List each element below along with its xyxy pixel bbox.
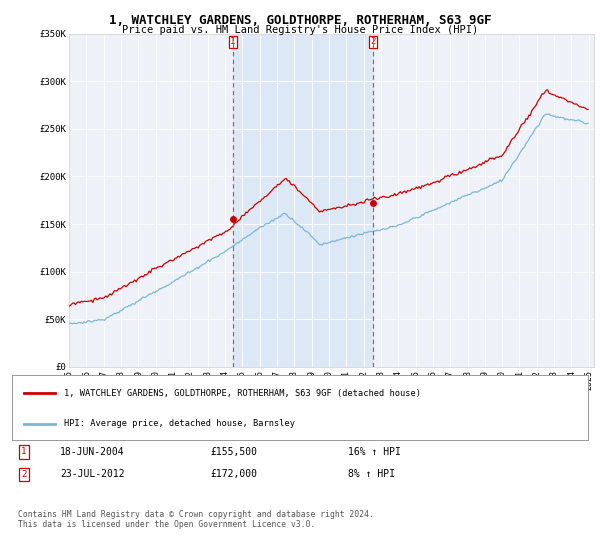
Text: 1: 1 — [22, 447, 26, 456]
Text: 23-JUL-2012: 23-JUL-2012 — [60, 469, 125, 479]
Text: Contains HM Land Registry data © Crown copyright and database right 2024.
This d: Contains HM Land Registry data © Crown c… — [18, 510, 374, 529]
Text: 8% ↑ HPI: 8% ↑ HPI — [348, 469, 395, 479]
Text: £155,500: £155,500 — [210, 447, 257, 457]
Text: 2: 2 — [370, 38, 376, 46]
Text: HPI: Average price, detached house, Barnsley: HPI: Average price, detached house, Barn… — [64, 419, 295, 428]
Text: 1: 1 — [230, 38, 236, 46]
Text: 16% ↑ HPI: 16% ↑ HPI — [348, 447, 401, 457]
Text: 1, WATCHLEY GARDENS, GOLDTHORPE, ROTHERHAM, S63 9GF: 1, WATCHLEY GARDENS, GOLDTHORPE, ROTHERH… — [109, 14, 491, 27]
Bar — [233, 34, 373, 367]
Text: 2: 2 — [22, 470, 26, 479]
Text: 1, WATCHLEY GARDENS, GOLDTHORPE, ROTHERHAM, S63 9GF (detached house): 1, WATCHLEY GARDENS, GOLDTHORPE, ROTHERH… — [64, 389, 421, 398]
Text: £172,000: £172,000 — [210, 469, 257, 479]
Text: Price paid vs. HM Land Registry's House Price Index (HPI): Price paid vs. HM Land Registry's House … — [122, 25, 478, 35]
Text: 18-JUN-2004: 18-JUN-2004 — [60, 447, 125, 457]
